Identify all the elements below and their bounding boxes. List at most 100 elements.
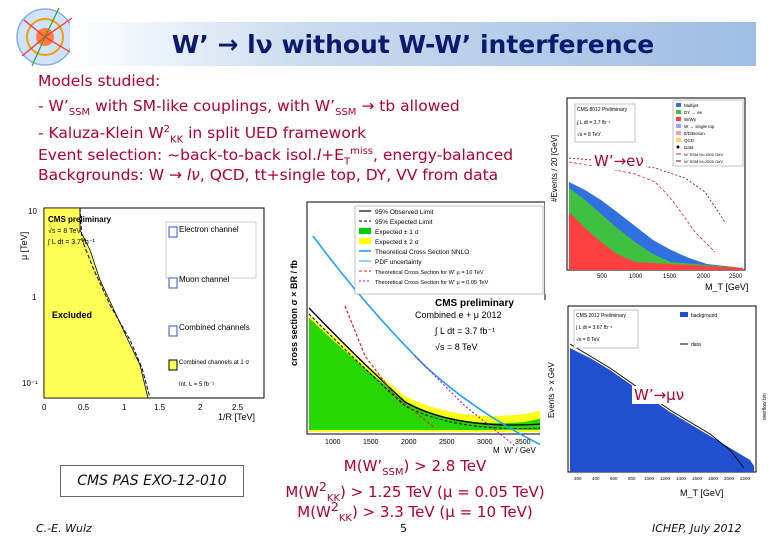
legend-item: W → single top xyxy=(684,124,715,129)
text-seg: , energy-balanced xyxy=(373,146,514,165)
label-excluded: Excluded xyxy=(52,310,92,320)
legend-item: W’ SSM M=2500 GeV xyxy=(684,159,723,164)
slide-title: W’ → lν without W-W’ interference xyxy=(171,30,655,59)
label-lumi: ∫ L dt = 3.7 fb⁻¹ xyxy=(434,326,495,336)
w-mu-label: W’→μν xyxy=(632,386,687,404)
text-seg: lν xyxy=(186,166,200,184)
label-combined: Combined channels xyxy=(179,323,250,332)
xtick: 1400 xyxy=(676,476,687,481)
w-e-label: W’→eν xyxy=(592,152,646,170)
text-seg: - W’ xyxy=(38,97,69,115)
xsec-limit-plot: 95% Observed Limit 95% Expected Limit Ex… xyxy=(285,196,555,454)
pas-reference: CMS PAS EXO-12-010 xyxy=(60,465,244,497)
xtick: 2000 xyxy=(697,274,711,280)
legend-item: W’ SSM M=1500 GeV xyxy=(684,152,723,157)
text-sub: KK xyxy=(170,134,184,146)
legend-item: DY → ee xyxy=(684,110,703,115)
legend-item: W/Wγ xyxy=(684,117,697,122)
models-line-2: - Kaluza-Klein W2KK in split UED framewo… xyxy=(38,120,366,150)
label-combined-1s: Combined channels at 1 σ xyxy=(179,360,249,366)
xtick: 1600 xyxy=(692,476,703,481)
observed-limit xyxy=(308,307,544,426)
label-energy: √s = 8 TeV xyxy=(48,227,81,235)
xtick: 1000 xyxy=(644,476,655,481)
xtick: 2000 xyxy=(724,476,735,481)
xtick: 2 xyxy=(198,403,203,412)
text-sub: KK xyxy=(338,513,352,524)
text-sup: 2 xyxy=(330,499,339,514)
label-lumi: ∫ L dt = 3.7 fb⁻¹ xyxy=(576,120,611,126)
models-line-1: - W’SSM with SM-like couplings, with W’S… xyxy=(38,97,460,123)
x-axis-label: M_T [GeV] xyxy=(680,488,723,498)
text-seg: with SM-like couplings, with W’ xyxy=(90,97,336,115)
xtick: 1.5 xyxy=(154,403,166,412)
label-muon: Muon channel xyxy=(179,275,229,284)
xtick: 2000 xyxy=(401,439,417,446)
legend-2sigma: Expected ± 2 σ xyxy=(375,239,419,246)
footer-conference: ICHEP, July 2012 xyxy=(652,522,742,535)
ytick: 1 xyxy=(32,293,37,302)
x-axis-label: M_T [GeV] xyxy=(705,282,748,292)
xtick: 1200 xyxy=(660,476,671,481)
models-line-3: Event selection: ~back-to-back isol.l+ET… xyxy=(38,142,513,172)
text-seg: Backgrounds: xyxy=(38,166,149,184)
text-seg: ) > 2.8 TeV xyxy=(403,457,487,475)
xtick: 2.5 xyxy=(232,403,244,412)
text-seg: , QCD, tt+single top, DY, VV from data xyxy=(199,166,499,184)
label-electron: Electron channel xyxy=(179,225,239,234)
models-heading: Models studied: xyxy=(38,72,161,90)
xtick: 1500 xyxy=(663,274,677,280)
label-header: CMS 8012 Preliminary xyxy=(577,107,628,113)
xtick: 200 xyxy=(574,476,582,481)
footer-page: 5 xyxy=(400,522,407,535)
excluded-region xyxy=(43,207,149,399)
label-intl: Int. L = 5 fb⁻¹ xyxy=(179,382,214,388)
limit-line-1: M(W’SSM) > 2.8 TeV xyxy=(270,457,560,482)
label-energy: √s = 8 TeV xyxy=(576,336,600,343)
ytick: 10⁻¹ xyxy=(22,379,38,388)
xtick: 600 xyxy=(610,476,618,481)
text-seg: ~back-to-back isol. xyxy=(167,146,317,165)
xtick: 1 xyxy=(122,403,127,412)
title-bar xyxy=(70,22,756,66)
text-seg: → tb allowed xyxy=(356,97,460,115)
xtick: 2200 xyxy=(740,476,751,481)
limit-line-3: M(W2KK) > 3.3 TeV (μ = 10 TeV) xyxy=(270,497,560,528)
ued-exclusion-plot: Electron channel Muon channel Combined c… xyxy=(18,200,270,422)
y-axis-label: Events > x GeV xyxy=(547,362,556,418)
legend-item: tt/DiBoson xyxy=(684,131,705,136)
xtick: 3000 xyxy=(477,439,493,446)
x-axis-label: M_W’ / GeV xyxy=(493,446,536,454)
text-seg: Event selection: xyxy=(38,146,168,165)
text-sub: SSM xyxy=(382,467,404,478)
xtick: 400 xyxy=(592,476,600,481)
xtick: 0 xyxy=(42,403,47,412)
xtick: 3500 xyxy=(515,439,531,446)
label-header: CMS 2012 Preliminary xyxy=(576,313,627,319)
legend-mu10: Theoretical Cross Section for W’ μ = 10 … xyxy=(375,270,484,276)
text-seg: M(W’ xyxy=(343,457,383,475)
text-seg: W → xyxy=(148,166,187,184)
legend-theory: Theoretical Cross Section NNLO xyxy=(375,249,469,256)
text-sub: T xyxy=(343,156,351,168)
xtick: 1500 xyxy=(363,439,379,446)
y-axis-label: cross section σ × BR / fb xyxy=(289,260,299,366)
label-energy: √s = 8 TeV xyxy=(577,131,601,138)
text-seg: M(W xyxy=(297,503,331,521)
y-axis-label: #Events / 20 [GeV] xyxy=(550,135,559,202)
legend-item: QCD xyxy=(684,138,695,143)
footer-author: C.-E. Wulz xyxy=(36,522,92,535)
legend-item: background xyxy=(691,313,717,319)
text-sup: miss xyxy=(350,146,374,157)
label-cms-prelim: CMS preliminary xyxy=(48,215,112,224)
models-line-4: Backgrounds: W → lν, QCD, tt+single top,… xyxy=(38,166,498,186)
text-sub: KK xyxy=(326,493,341,504)
xtick: 800 xyxy=(628,476,636,481)
ytick: 10 xyxy=(28,207,37,216)
text-seg: M(W xyxy=(285,483,319,501)
xtick: 2500 xyxy=(729,274,743,280)
text-sup: 2 xyxy=(163,124,171,135)
xtick: 500 xyxy=(597,274,608,280)
text-seg: - Kaluza-Klein W xyxy=(38,124,164,143)
xtick: 1000 xyxy=(325,439,341,446)
